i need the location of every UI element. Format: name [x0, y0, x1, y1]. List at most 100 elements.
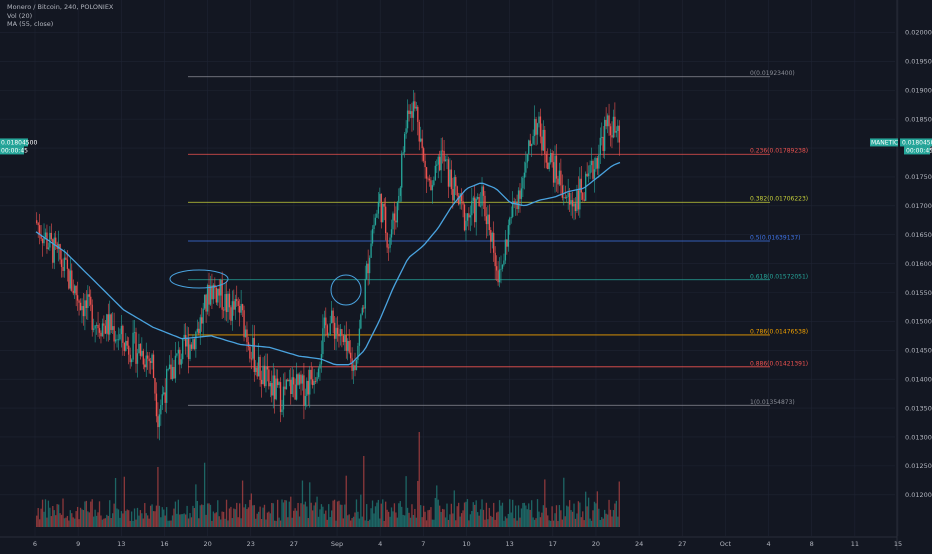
y-tick-label: 0.01300000: [905, 433, 932, 441]
y-tick-label: 0.01500000: [905, 318, 932, 326]
volume-indicator-label: Vol (20): [7, 11, 33, 20]
volume-bar: [326, 519, 328, 527]
candle-body: [103, 323, 105, 326]
volume-bar: [320, 504, 323, 527]
y-tick-label: 0.01550000: [905, 289, 932, 297]
volume-bar: [367, 520, 369, 527]
volume-bar: [463, 502, 466, 527]
volume-bar: [420, 505, 422, 527]
volume-bar: [447, 519, 450, 527]
candle-body: [570, 200, 572, 205]
volume-bar: [193, 508, 196, 527]
volume-bar: [269, 513, 271, 527]
volume-bar: [36, 515, 38, 527]
candle-body: [247, 342, 250, 347]
volume-bar: [390, 507, 393, 527]
volume-bar: [453, 490, 455, 527]
candle-body: [512, 201, 514, 217]
candle-body: [329, 323, 331, 335]
volume-bar: [164, 515, 166, 527]
x-tick-label: 4: [766, 540, 770, 548]
candle-body: [402, 152, 404, 154]
left-time-tag-value: 00:00:45: [1, 147, 28, 154]
y-tick-label: 0.01400000: [905, 375, 932, 383]
candle-body: [62, 266, 64, 271]
candle-body: [59, 244, 61, 260]
candle-body: [485, 216, 488, 225]
volume-bar: [155, 505, 158, 527]
x-tick-label: 24: [635, 540, 643, 548]
volume-bar: [506, 518, 508, 527]
candle-body: [133, 332, 136, 334]
candle-body: [78, 300, 80, 303]
y-tick-label: 0.01450000: [905, 347, 932, 355]
volume-bar: [90, 501, 92, 527]
candle-body: [246, 329, 248, 343]
x-tick-label: 15: [894, 540, 902, 548]
candle-body: [114, 339, 117, 342]
volume-bar: [475, 500, 477, 527]
candle-body: [418, 121, 420, 142]
candle-body: [533, 119, 536, 137]
volume-bar: [123, 476, 125, 527]
volume-bar: [130, 511, 133, 527]
volume-bar: [570, 510, 572, 527]
candle-body: [379, 193, 381, 202]
candle-body: [192, 339, 194, 349]
candle-body: [113, 326, 115, 342]
volume-bar: [218, 516, 220, 527]
candle-body: [177, 349, 180, 354]
candle-body: [446, 159, 448, 161]
volume-bar: [493, 502, 495, 527]
volume-bar: [557, 520, 559, 527]
volume-bar: [111, 513, 114, 527]
highlight-ellipse-annotation[interactable]: [169, 269, 229, 289]
volume-bar: [201, 504, 203, 527]
candle-body: [231, 301, 234, 321]
volume-bar: [523, 502, 526, 527]
volume-bar: [100, 515, 102, 527]
volume-bar: [354, 512, 356, 527]
candle-body: [309, 369, 311, 395]
volume-bar: [98, 501, 101, 527]
volume-bar: [593, 501, 596, 527]
volume-bar: [256, 513, 258, 527]
volume-bar: [437, 499, 439, 527]
candle-body: [455, 177, 457, 187]
volume-bar: [212, 511, 215, 527]
volume-bar: [209, 504, 212, 527]
volume-bar: [563, 477, 565, 527]
volume-bar: [363, 455, 365, 527]
volume-bar: [84, 501, 86, 527]
candle-body: [443, 150, 445, 162]
volume-bar: [551, 506, 553, 527]
candle-body: [590, 160, 593, 166]
highlight-circle-annotation[interactable]: [330, 274, 362, 306]
candle-body: [447, 159, 450, 187]
volume-bar: [536, 499, 539, 527]
ma-badge: [870, 138, 898, 147]
volume-bar: [526, 509, 528, 527]
candle-body: [514, 201, 517, 204]
candle-body: [145, 355, 147, 368]
volume-bar: [295, 510, 298, 527]
y-tick-label: 0.01900000: [905, 87, 932, 95]
volume-bar: [183, 513, 185, 527]
volume-bar: [110, 518, 112, 527]
volume-bar: [618, 481, 620, 527]
candle-body: [357, 345, 359, 361]
candle-body: [583, 199, 585, 201]
candle-body: [403, 133, 406, 153]
volume-bar: [336, 501, 339, 527]
candle-body: [253, 337, 255, 372]
volume-bar: [412, 514, 415, 527]
candle-body: [79, 302, 82, 311]
volume-bar: [322, 506, 324, 527]
x-tick-label: 16: [160, 540, 168, 548]
volume-bar: [119, 517, 121, 527]
candle-body: [450, 169, 453, 190]
candle-body: [218, 288, 220, 296]
candle-body: [345, 334, 347, 351]
